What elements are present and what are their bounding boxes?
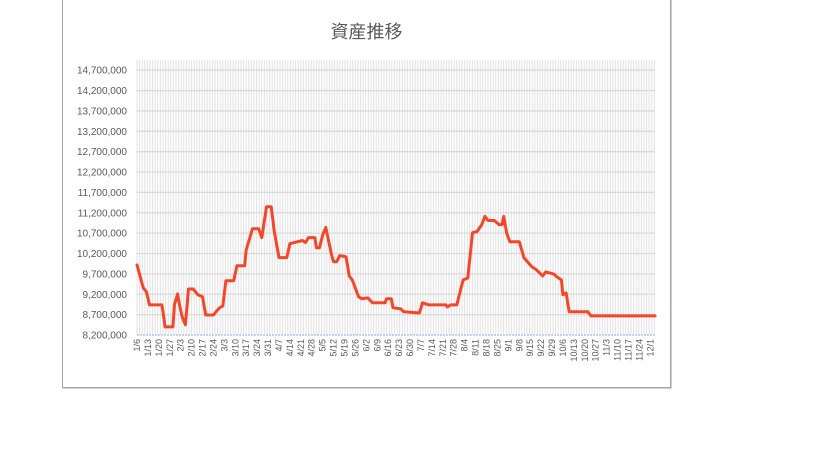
x-tick-label: 9/1 bbox=[503, 339, 513, 352]
x-tick-label: 9/29 bbox=[547, 339, 557, 357]
x-tick-label: 1/20 bbox=[154, 339, 164, 357]
x-tick-label: 8/18 bbox=[481, 339, 491, 357]
x-tick-label: 6/23 bbox=[394, 339, 404, 357]
x-tick-label: 6/30 bbox=[405, 339, 415, 357]
horizontal-gridlines bbox=[137, 69, 655, 336]
x-tick-label: 1/6 bbox=[132, 339, 142, 352]
x-tick-label: 11/3 bbox=[602, 339, 612, 356]
x-tick-label: 3/31 bbox=[263, 339, 273, 357]
series-line bbox=[135, 205, 657, 329]
x-tick-label: 1/27 bbox=[165, 339, 175, 357]
x-tick-label: 12/1 bbox=[645, 339, 655, 357]
y-tick-label: 9,700,000 bbox=[83, 269, 128, 280]
y-axis-ticks: 8,200,000 8,700,000 9,200,000 9,700,000 10,2… bbox=[77, 66, 127, 342]
x-tick-label: 5/26 bbox=[350, 339, 360, 357]
y-tick-label: 8,700,000 bbox=[83, 310, 128, 321]
x-tick-label: 5/5 bbox=[318, 339, 328, 352]
series-lines bbox=[135, 205, 657, 329]
y-tick-label: 12,200,000 bbox=[77, 168, 127, 179]
x-tick-label: 8/4 bbox=[460, 339, 470, 352]
x-tick-label: 10/27 bbox=[591, 339, 601, 362]
x-tick-label: 10/6 bbox=[558, 339, 568, 357]
x-tick-label: 4/28 bbox=[307, 339, 317, 357]
x-tick-label: 5/12 bbox=[329, 339, 339, 357]
x-tick-label: 7/14 bbox=[427, 339, 437, 357]
y-tick-label: 13,700,000 bbox=[77, 106, 127, 117]
x-tick-label: 11/17 bbox=[623, 339, 633, 361]
x-tick-label: 3/10 bbox=[230, 339, 240, 357]
x-tick-label: 1/13 bbox=[143, 339, 153, 357]
x-tick-label: 7/7 bbox=[416, 339, 426, 352]
x-tick-label: 10/20 bbox=[580, 339, 590, 362]
y-tick-label: 11,200,000 bbox=[78, 208, 128, 219]
x-tick-label: 8/11 bbox=[471, 339, 481, 356]
vertical-gridlines bbox=[136, 60, 655, 335]
x-axis-ticks: 1/6 1/13 1/20 1/27 2/3 2/10 2/17 2/24 3/3 3/10 3/1… bbox=[132, 339, 655, 362]
chart-title: 資産推移 bbox=[330, 22, 403, 43]
x-tick-label: 10/13 bbox=[569, 339, 579, 362]
x-tick-label: 9/22 bbox=[536, 339, 546, 357]
y-tick-label: 13,200,000 bbox=[77, 127, 127, 138]
x-tick-label: 6/16 bbox=[383, 339, 393, 357]
x-tick-label: 9/15 bbox=[525, 339, 535, 357]
y-tick-label: 12,700,000 bbox=[77, 147, 127, 158]
x-tick-label: 4/21 bbox=[296, 339, 306, 357]
x-tick-label: 4/14 bbox=[285, 339, 295, 357]
y-tick-label: 14,700,000 bbox=[77, 66, 127, 77]
x-tick-label: 3/3 bbox=[219, 339, 229, 352]
x-tick-label: 6/2 bbox=[361, 339, 371, 352]
x-tick-label: 11/24 bbox=[634, 339, 644, 361]
x-tick-label: 6/9 bbox=[372, 339, 382, 352]
x-tick-label: 2/3 bbox=[176, 339, 186, 352]
x-tick-label: 2/17 bbox=[198, 339, 208, 357]
x-tick-label: 4/7 bbox=[274, 339, 284, 352]
x-tick-label: 2/24 bbox=[208, 339, 218, 357]
x-tick-label: 7/21 bbox=[438, 339, 448, 357]
y-tick-label: 10,700,000 bbox=[77, 229, 127, 240]
x-tick-label: 2/10 bbox=[187, 339, 197, 357]
x-tick-label: 3/17 bbox=[241, 339, 251, 357]
x-tick-label: 7/28 bbox=[449, 339, 459, 357]
x-tick-label: 9/8 bbox=[514, 339, 524, 352]
y-tick-label: 8,200,000 bbox=[83, 331, 128, 342]
x-tick-label: 8/25 bbox=[492, 339, 502, 357]
y-tick-label: 10,200,000 bbox=[77, 249, 127, 260]
x-tick-label: 5/19 bbox=[340, 339, 350, 357]
x-tick-label: 11/10 bbox=[613, 339, 623, 361]
x-tick-label: 3/24 bbox=[252, 339, 262, 357]
y-tick-label: 14,200,000 bbox=[77, 86, 127, 97]
y-tick-label: 11,700,000 bbox=[78, 188, 128, 199]
y-tick-label: 9,200,000 bbox=[83, 290, 128, 301]
